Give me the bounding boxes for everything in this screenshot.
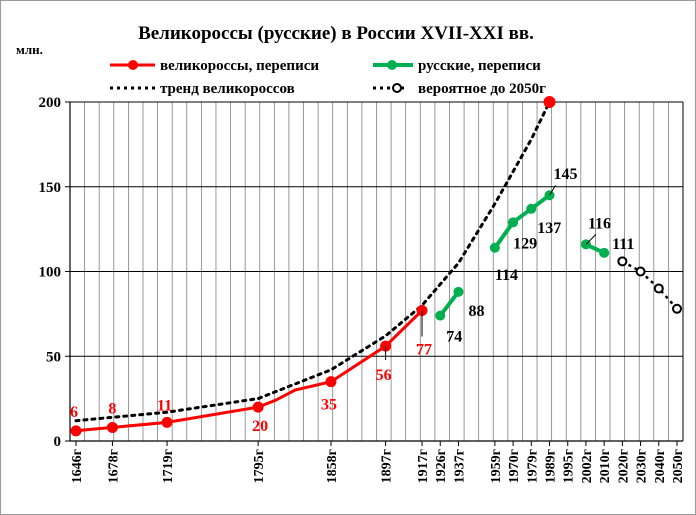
forecast-marker (617, 256, 628, 267)
data-label: 129 (513, 235, 537, 252)
census-russian-marker (599, 247, 610, 258)
x-tick-label: 1917г (416, 449, 431, 483)
data-label: 77 (416, 341, 432, 358)
census-russian-marker (435, 310, 446, 321)
census-russian-marker (526, 203, 537, 214)
census-great-marker (161, 416, 173, 428)
data-label-leader (549, 184, 556, 196)
x-tick-label: 1989г (544, 449, 559, 483)
x-tick-label: 1858г (325, 449, 340, 483)
x-tick-label: 2050г (671, 449, 686, 483)
x-tick-label: 1995г (562, 449, 577, 483)
y-tick-label: 50 (46, 349, 61, 365)
data-label: 8 (108, 400, 116, 417)
x-tick-label: 2002г (580, 449, 595, 483)
legend-label: русские, переписи (418, 58, 541, 74)
legend-item-forecast: вероятное до 2050г (373, 81, 546, 97)
legend-label: тренд великороссов (160, 81, 295, 97)
series-layer (70, 96, 682, 437)
census-great-marker (106, 421, 118, 433)
x-tick-label: 1897г (380, 449, 395, 483)
data-label-leader (585, 234, 597, 245)
forecast-marker (653, 283, 664, 294)
forecast-marker (672, 303, 682, 314)
legend: великороссы, переписи русские, переписи … (110, 58, 546, 97)
x-tick-label: 1678г (106, 449, 121, 483)
x-tick-label: 1646г (70, 449, 85, 483)
y-tick-label: 0 (54, 434, 62, 450)
data-label: 74 (446, 329, 462, 346)
data-label: 20 (252, 418, 268, 435)
data-label: 111 (612, 236, 634, 253)
data-label: 88 (468, 303, 484, 320)
x-tick-label: 1959г (489, 449, 504, 483)
legend-item-census-great: великороссы, переписи (110, 58, 319, 74)
data-label: 56 (376, 367, 392, 384)
data-label: 137 (537, 220, 561, 237)
census-great-line (75, 309, 424, 433)
trend-line (74, 100, 551, 423)
data-label: 116 (588, 215, 611, 232)
data-label: 145 (554, 166, 578, 183)
census-russian-marker (508, 217, 519, 228)
data-label: 114 (495, 267, 518, 284)
legend-swatch-marker (387, 60, 397, 70)
x-tick-label: 1926г (434, 449, 449, 483)
forecast-marker (635, 266, 646, 277)
census-russian-marker (489, 242, 500, 253)
legend-item-trend: тренд великороссов (110, 81, 295, 97)
legend-label: вероятное до 2050г (418, 81, 546, 97)
y-tick-label: 100 (39, 265, 62, 281)
census-great-marker (325, 376, 337, 388)
data-label: 35 (321, 397, 337, 414)
legend-label: великороссы, переписи (160, 58, 319, 74)
forecast-line (621, 260, 678, 310)
data-label: 11 (157, 397, 172, 414)
x-tick-label: 2030г (635, 449, 650, 483)
legend-swatch-marker (128, 60, 138, 70)
x-tick-label: 1970г (507, 449, 522, 483)
census-russian-line (493, 193, 551, 249)
census-great-marker (252, 401, 264, 413)
x-tick-label: 1719г (161, 449, 176, 483)
census-russian-marker (453, 286, 464, 297)
x-tick-labels: 1646г 1678г 1719г 1795г 1858г 1897г 1917г 1926г… (70, 441, 686, 483)
census-great-marker (70, 425, 82, 437)
x-tick-label: 1979г (525, 449, 540, 483)
x-tick-label: 2010г (598, 449, 613, 483)
legend-swatch-marker (392, 83, 402, 93)
legend-item-census-russian: русские, переписи (373, 58, 541, 74)
chart-title: Великороссы (русские) в России XVII-XXI … (138, 23, 534, 44)
x-tick-label: 1795г (252, 449, 267, 483)
y-tick-label: 200 (39, 95, 62, 111)
data-label: 6 (70, 404, 78, 421)
highlight-marker (543, 96, 556, 108)
y-tick-labels: 0 50 100 150 200 (39, 95, 70, 450)
x-tick-label: 2040г (653, 449, 668, 483)
x-tick-label: 2020г (616, 449, 631, 483)
y-axis-unit: млн. (16, 42, 43, 57)
x-tick-label: 1937г (452, 449, 467, 483)
y-tick-label: 150 (39, 180, 62, 196)
grid (69, 101, 684, 442)
